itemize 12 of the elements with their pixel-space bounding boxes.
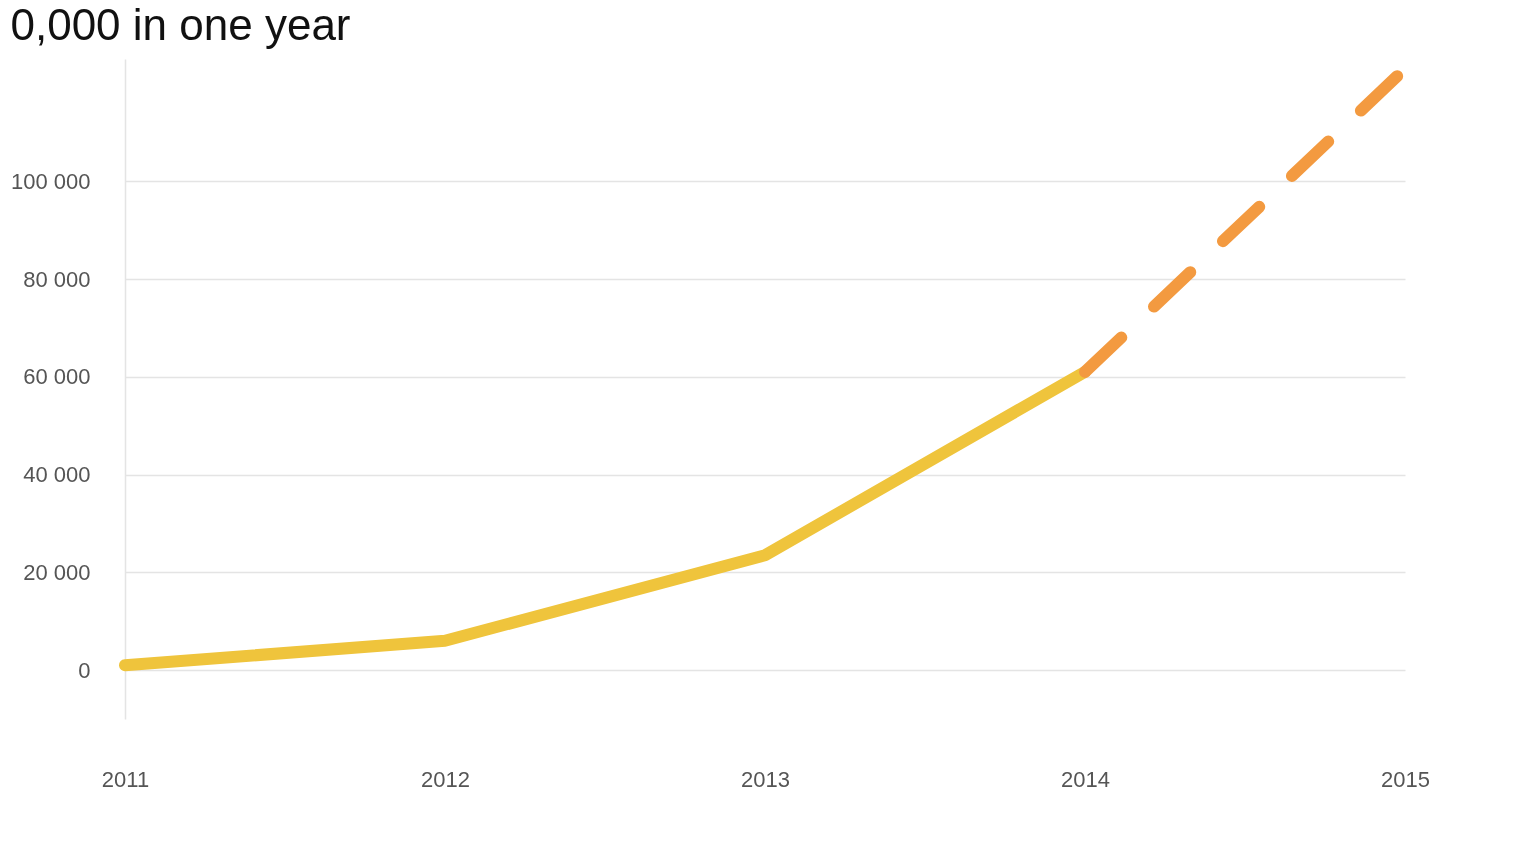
y-tick-label: 60 000	[23, 364, 91, 390]
y-tick-label: 20 000	[23, 559, 91, 585]
y-tick-label: 0	[78, 657, 91, 683]
chart-title: 0,000 in one year	[10, 0, 351, 49]
x-tick-label: 2011	[101, 766, 150, 792]
x-tick-label: 2014	[1061, 766, 1110, 792]
y-tick-label: 80 000	[23, 266, 91, 292]
x-tick-label: 2013	[741, 766, 790, 792]
x-tick-label: 2015	[1381, 766, 1430, 792]
x-tick-label: 2012	[421, 766, 470, 792]
y-tick-label: 40 000	[23, 462, 91, 488]
y-tick-label: 100 000	[10, 168, 91, 194]
